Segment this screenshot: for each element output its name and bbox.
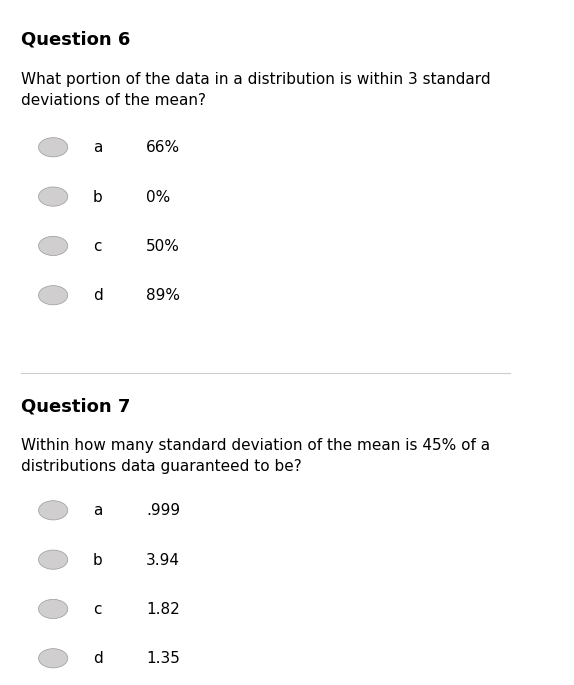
Text: d: d <box>93 651 103 667</box>
Ellipse shape <box>38 187 68 206</box>
Text: a: a <box>93 503 102 519</box>
Text: c: c <box>93 239 102 254</box>
Text: d: d <box>93 288 103 303</box>
Ellipse shape <box>38 138 68 157</box>
Ellipse shape <box>38 501 68 520</box>
Text: 50%: 50% <box>146 239 180 254</box>
Ellipse shape <box>38 649 68 668</box>
Text: 66%: 66% <box>146 140 180 155</box>
Text: c: c <box>93 602 102 617</box>
Text: 1.35: 1.35 <box>146 651 180 667</box>
Text: 89%: 89% <box>146 288 180 303</box>
Text: 0%: 0% <box>146 190 170 205</box>
Text: 3.94: 3.94 <box>146 553 180 568</box>
Text: 1.82: 1.82 <box>146 602 180 617</box>
Ellipse shape <box>38 286 68 305</box>
Ellipse shape <box>38 599 68 619</box>
Text: b: b <box>93 553 103 568</box>
Text: b: b <box>93 190 103 205</box>
Ellipse shape <box>38 550 68 569</box>
Text: .999: .999 <box>146 503 180 519</box>
Text: a: a <box>93 140 102 155</box>
Text: Question 6: Question 6 <box>21 31 131 49</box>
Text: Within how many standard deviation of the mean is 45% of a
distributions data gu: Within how many standard deviation of th… <box>21 438 490 475</box>
Text: Question 7: Question 7 <box>21 397 131 415</box>
Text: What portion of the data in a distribution is within 3 standard
deviations of th: What portion of the data in a distributi… <box>21 72 491 108</box>
Ellipse shape <box>38 236 68 256</box>
